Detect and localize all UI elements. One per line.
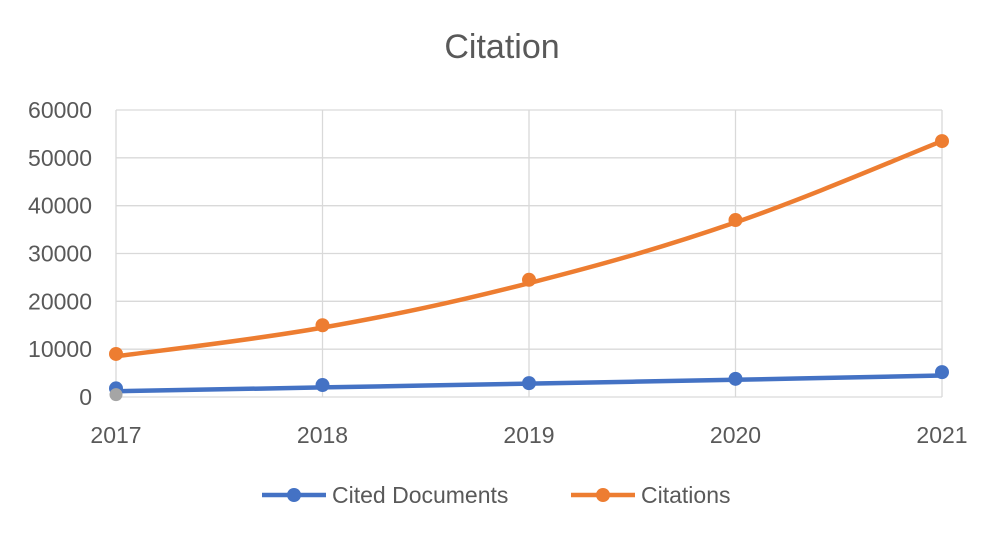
legend-item-cited-documents: Cited Documents bbox=[262, 482, 508, 508]
data-point-citations bbox=[109, 346, 123, 361]
data-point-cited-documents bbox=[935, 365, 949, 380]
data-point-citations bbox=[522, 272, 536, 287]
x-tick-label: 2018 bbox=[297, 422, 348, 448]
data-point-citations bbox=[315, 318, 330, 333]
legend-marker-cited-documents bbox=[287, 488, 301, 502]
y-tick-label: 50000 bbox=[28, 145, 92, 171]
data-point-cited-documents bbox=[315, 378, 330, 393]
y-tick-label: 10000 bbox=[28, 336, 92, 362]
y-tick-label: 0 bbox=[79, 384, 92, 410]
series-layer bbox=[109, 134, 949, 402]
axis-label-layer: 0 10000 20000 30000 40000 50000 60000 2017 2018 2… bbox=[28, 97, 968, 448]
legend-item-citations: Citations bbox=[571, 482, 730, 508]
legend: Cited Documents Citations bbox=[262, 482, 730, 508]
y-tick-label: 30000 bbox=[28, 241, 92, 267]
data-point-extra bbox=[109, 388, 123, 402]
data-point-citations bbox=[935, 134, 949, 149]
x-tick-label: 2019 bbox=[503, 422, 554, 448]
data-point-cited-documents bbox=[728, 371, 743, 386]
legend-label-citations: Citations bbox=[641, 482, 730, 508]
data-point-citations bbox=[728, 213, 743, 228]
y-tick-label: 20000 bbox=[28, 288, 92, 314]
x-tick-label: 2021 bbox=[916, 422, 967, 448]
grid-layer bbox=[115, 109, 943, 398]
y-tick-label: 40000 bbox=[28, 193, 92, 219]
x-tick-label: 2017 bbox=[90, 422, 141, 448]
legend-label-cited-documents: Cited Documents bbox=[332, 482, 508, 508]
y-tick-label: 60000 bbox=[28, 97, 92, 123]
data-point-cited-documents bbox=[522, 376, 536, 391]
x-tick-label: 2020 bbox=[710, 422, 761, 448]
legend-marker-citations bbox=[596, 488, 610, 502]
chart-title: Citation bbox=[444, 28, 559, 66]
